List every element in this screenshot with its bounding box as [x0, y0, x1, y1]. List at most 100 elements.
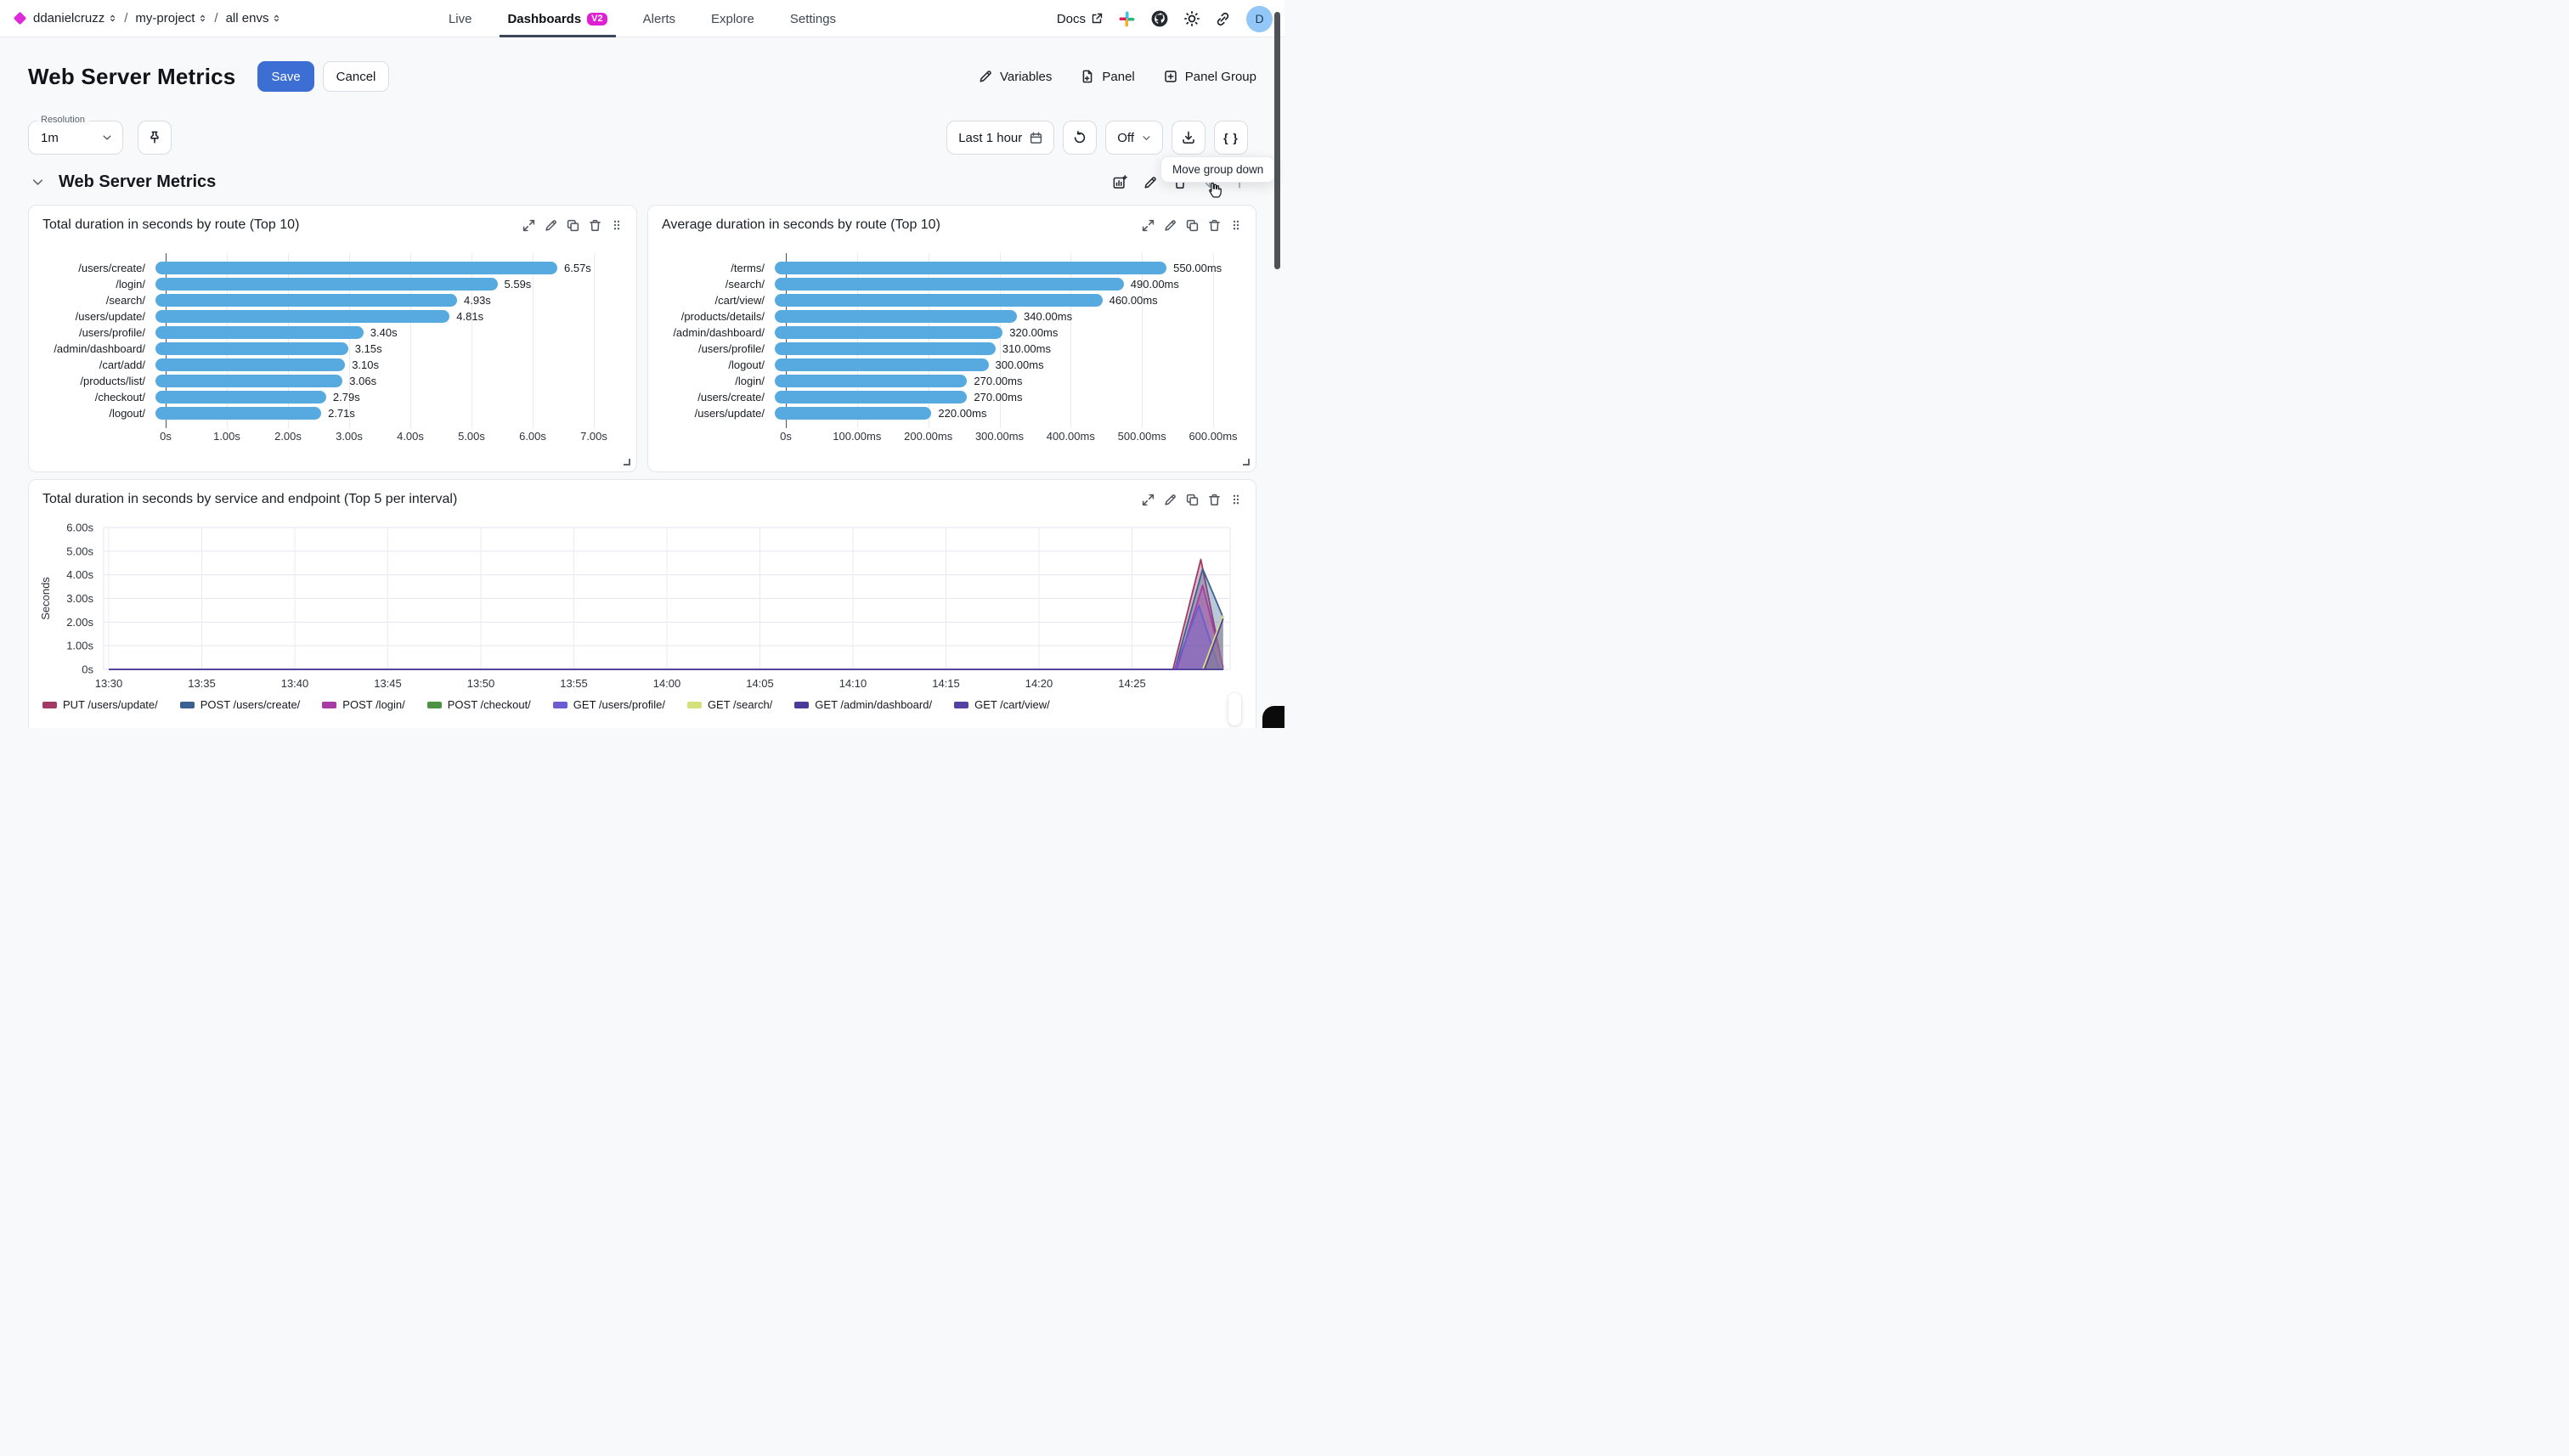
panel-duration-by-service-endpoint: Total duration in seconds by service and… [28, 479, 1256, 728]
bar-category-label: /users/create/ [697, 391, 765, 404]
duplicate-panel-icon[interactable] [1186, 494, 1199, 506]
bar[interactable] [775, 391, 968, 404]
bar-category-label: /products/list/ [80, 375, 145, 387]
external-link-icon [1091, 13, 1103, 25]
x-tick-label: 3.00s [336, 430, 363, 443]
edit-panel-icon[interactable] [1164, 494, 1177, 506]
bar[interactable] [775, 262, 1167, 274]
bar-row: /login/ 270.00ms [648, 373, 1256, 389]
resolution-select[interactable]: Resolution 1m [28, 115, 123, 155]
theme-toggle-icon[interactable] [1184, 11, 1200, 26]
svg-text:13:50: 13:50 [467, 677, 495, 690]
tab-explore[interactable]: Explore [710, 11, 754, 26]
legend-item[interactable]: PUT /users/update/ [42, 698, 158, 711]
hand-cursor [1205, 180, 1224, 200]
add-chart-button[interactable] [1113, 175, 1127, 189]
gridline [856, 253, 858, 428]
auto-refresh-select[interactable]: Off [1105, 121, 1163, 155]
bar[interactable] [775, 326, 1003, 339]
svg-text:13:45: 13:45 [374, 677, 402, 690]
add-panel-group-button[interactable]: Panel Group [1164, 70, 1256, 84]
save-button[interactable]: Save [257, 61, 314, 92]
bar[interactable] [155, 375, 343, 387]
legend-item[interactable]: GET /users/profile/ [552, 698, 665, 711]
slack-icon[interactable] [1119, 11, 1135, 27]
delete-panel-icon[interactable] [1208, 219, 1221, 232]
duplicate-panel-icon[interactable] [567, 219, 579, 232]
tab-dashboards[interactable]: Dashboards V2 [499, 0, 616, 37]
legend-item[interactable]: POST /login/ [322, 698, 405, 711]
legend-item[interactable]: POST /users/create/ [179, 698, 300, 711]
expand-panel-icon[interactable] [1142, 219, 1155, 232]
duplicate-panel-icon[interactable] [1186, 219, 1199, 232]
svg-text:3.00s: 3.00s [66, 592, 93, 605]
tab-alerts[interactable]: Alerts [642, 11, 675, 26]
bar[interactable] [155, 262, 557, 274]
drag-handle-icon[interactable] [611, 219, 623, 231]
tab-live[interactable]: Live [448, 11, 472, 26]
bar-category-label: /users/profile/ [697, 342, 765, 355]
drag-handle-icon[interactable] [1230, 219, 1242, 231]
page-scrollbar-thumb[interactable] [1274, 12, 1280, 269]
breadcrumb-item[interactable]: my-project [135, 11, 206, 25]
svg-text:1.00s: 1.00s [66, 640, 93, 652]
collapse-group-icon[interactable] [31, 176, 44, 189]
panel-scrollbar[interactable] [1228, 693, 1241, 725]
bar[interactable] [155, 278, 498, 291]
bar[interactable] [775, 407, 932, 420]
cancel-button[interactable]: Cancel [322, 61, 390, 92]
legend-item[interactable]: GET /admin/dashboard/ [794, 698, 932, 711]
add-panel-button[interactable]: Panel [1081, 70, 1135, 84]
x-tick-label: 200.00ms [904, 430, 953, 443]
avatar[interactable]: D [1246, 5, 1273, 32]
bar[interactable] [775, 375, 968, 387]
bar[interactable] [155, 391, 326, 404]
breadcrumb-separator: / [214, 11, 218, 25]
delete-panel-icon[interactable] [1208, 494, 1221, 506]
bar[interactable] [155, 407, 322, 420]
bar[interactable] [155, 310, 450, 323]
tab-settings[interactable]: Settings [789, 11, 837, 26]
bar[interactable] [155, 342, 348, 355]
bar[interactable] [155, 358, 346, 371]
refresh-button[interactable] [1063, 121, 1098, 155]
bar-row: /products/details/ 340.00ms [648, 308, 1256, 324]
expand-panel-icon[interactable] [522, 219, 535, 232]
bar[interactable] [155, 294, 457, 307]
expand-panel-icon[interactable] [1142, 494, 1155, 506]
edit-panel-icon[interactable] [1164, 219, 1177, 232]
panel-resize-handle[interactable] [1243, 459, 1250, 466]
bar[interactable] [775, 358, 989, 371]
breadcrumb-item[interactable]: ddanielcruzz [33, 11, 116, 25]
bar[interactable] [775, 310, 1017, 323]
github-icon[interactable] [1151, 10, 1168, 27]
variables-button[interactable]: Variables [979, 70, 1052, 84]
legend-item[interactable]: GET /search/ [686, 698, 772, 711]
pin-button[interactable] [138, 121, 172, 155]
bar-value-label: 5.59s [504, 278, 532, 291]
bar[interactable] [775, 342, 996, 355]
bar[interactable] [775, 278, 1124, 291]
drag-handle-icon[interactable] [1230, 494, 1242, 505]
bar-value-label: 3.10s [352, 358, 379, 371]
legend-item[interactable]: GET /cart/view/ [954, 698, 1050, 711]
bar[interactable] [775, 294, 1103, 307]
breadcrumb: ddanielcruzz / my-project / all envs [0, 11, 280, 25]
dashboard-toolbar: Resolution 1m Last 1 hour Off { } [28, 115, 1248, 155]
x-tick-label: 6.00s [519, 430, 546, 443]
edit-panel-icon[interactable] [545, 219, 557, 232]
download-button[interactable] [1172, 121, 1205, 155]
legend-swatch [686, 701, 702, 708]
docs-link[interactable]: Docs [1057, 12, 1103, 26]
bar-row: /logout/ 2.71s [29, 405, 636, 421]
legend-item[interactable]: POST /checkout/ [426, 698, 531, 711]
delete-panel-icon[interactable] [589, 219, 601, 232]
json-editor-button[interactable]: { } [1214, 121, 1248, 155]
edit-group-button[interactable] [1143, 176, 1157, 189]
bar[interactable] [155, 326, 364, 339]
time-range-button[interactable]: Last 1 hour [946, 121, 1055, 155]
share-link-icon[interactable] [1216, 12, 1230, 26]
panel-resize-handle[interactable] [624, 459, 630, 466]
breadcrumb-item[interactable]: all envs [226, 11, 281, 25]
legend-swatch [322, 701, 337, 708]
